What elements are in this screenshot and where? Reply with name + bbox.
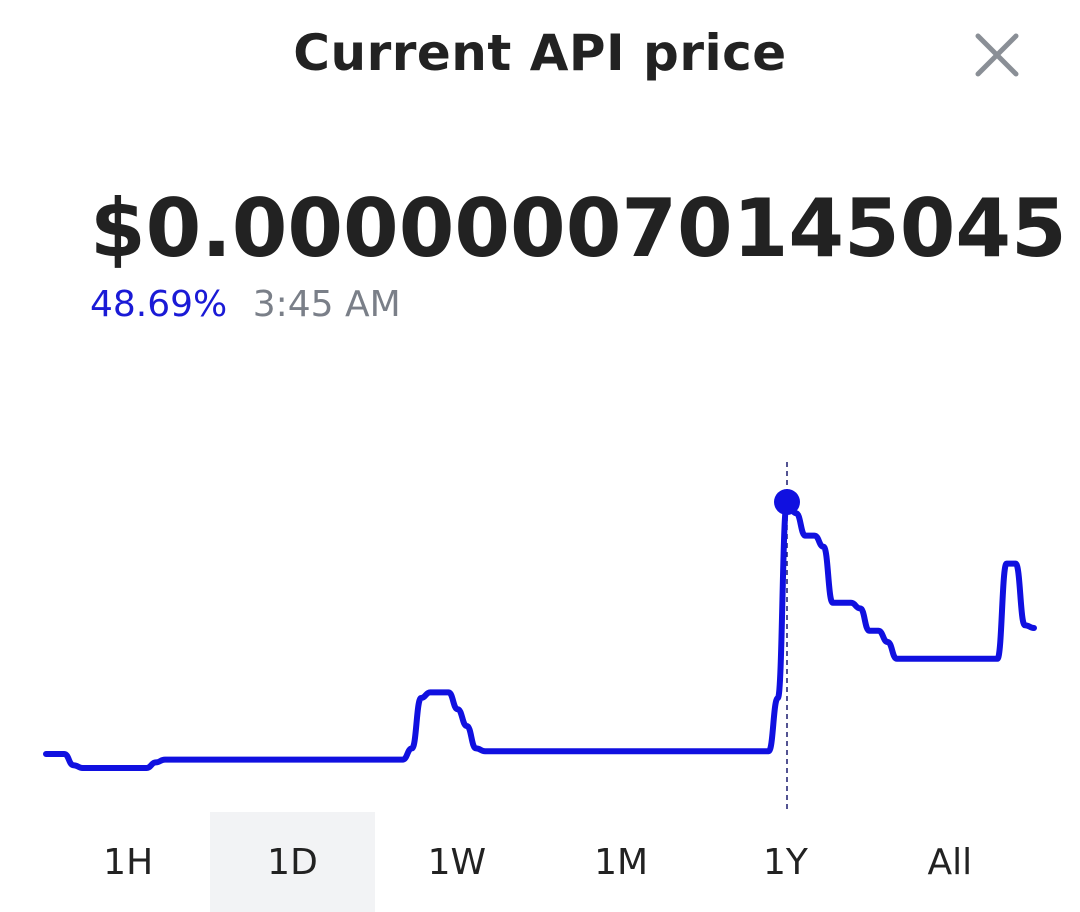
- range-tab-1m[interactable]: 1M: [594, 841, 649, 883]
- time-range-selector: 1H 1D 1W 1M 1Y All: [46, 812, 1032, 912]
- close-icon: [975, 33, 1019, 77]
- range-tab-1y[interactable]: 1Y: [763, 841, 808, 883]
- price-line: [43, 499, 1037, 771]
- price-chart[interactable]: [0, 440, 1080, 820]
- current-price: $0.000000070145045: [90, 182, 1067, 275]
- page-title: Current API price: [293, 24, 787, 82]
- price-change-row: 48.69% 3:45 AM: [90, 284, 401, 325]
- range-tab-all[interactable]: All: [927, 841, 973, 883]
- range-tab-1h[interactable]: 1H: [103, 841, 154, 883]
- close-button[interactable]: [966, 24, 1028, 86]
- price-time: 3:45 AM: [252, 284, 401, 325]
- price-chart-svg: [43, 462, 1037, 810]
- range-tab-1w[interactable]: 1W: [427, 841, 487, 883]
- price-change-percent: 48.69%: [90, 284, 228, 325]
- chart-highlight-point: [774, 489, 800, 515]
- range-tab-1d[interactable]: 1D: [210, 812, 375, 912]
